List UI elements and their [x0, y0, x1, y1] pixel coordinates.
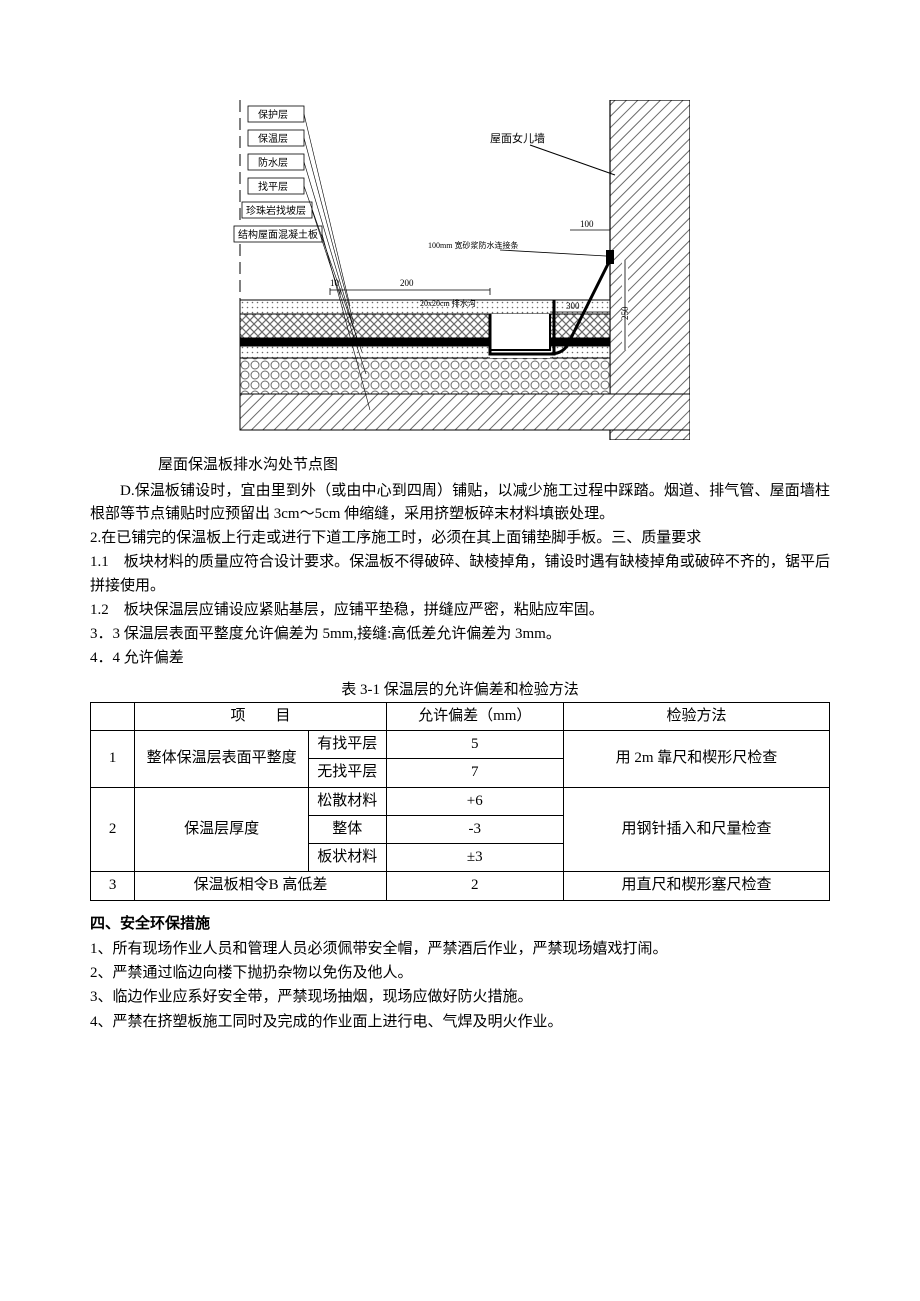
svg-text:200: 200 — [400, 278, 414, 288]
svg-text:保温层: 保温层 — [258, 132, 288, 145]
svg-text:100mm 宽砂浆防水连接条: 100mm 宽砂浆防水连接条 — [428, 240, 518, 250]
diagram-caption: 屋面保温板排水沟处节点图 — [158, 454, 830, 477]
svg-text:100: 100 — [580, 219, 594, 229]
tolerance-table: 项 目 允许偏差（mm） 检验方法 1 整体保温层表面平整度 有找平层 5 用 … — [90, 702, 830, 901]
safety-item-2: 2、严禁通过临边向楼下抛扔杂物以免伤及他人。 — [90, 962, 830, 985]
diagram-container: 屋面女儿墙 100mm 宽砂浆 — [90, 100, 830, 448]
col-tolerance: 允许偏差（mm） — [386, 702, 563, 730]
insulation-drainage-detail-diagram: 屋面女儿墙 100mm 宽砂浆 — [230, 100, 690, 440]
paragraph-3-3: 3．3 保温层表面平整度允许偏差为 5mm,接缝:高低差允许偏差为 3mm。 — [90, 623, 830, 646]
paragraph-1-2: 1.2 板块保温层应铺设应紧贴基层，应铺平垫稳，拼缝应严密，粘贴应牢固。 — [90, 599, 830, 622]
svg-text:防水层: 防水层 — [258, 156, 288, 169]
paragraph-4-4: 4．4 允许偏差 — [90, 647, 830, 670]
document-page: 屋面女儿墙 100mm 宽砂浆 — [0, 0, 920, 1301]
section-4-head: 四、安全环保措施 — [90, 913, 830, 936]
col-method: 检验方法 — [563, 702, 829, 730]
svg-text:250: 250 — [620, 306, 630, 320]
table-row: 2 保温层厚度 松散材料 +6 用钢针插入和尺量检查 — [91, 787, 830, 815]
table-row: 1 整体保温层表面平整度 有找平层 5 用 2m 靠尺和楔形尺检查 — [91, 731, 830, 759]
paragraph-1-1: 1.1 板块材料的质量应符合设计要求。保温板不得破碎、缺棱掉角，铺设时遇有缺棱掉… — [90, 551, 830, 598]
svg-text:20x20cm 排水沟: 20x20cm 排水沟 — [420, 298, 476, 308]
safety-item-3: 3、临边作业应系好安全带，严禁现场抽烟，现场应做好防火措施。 — [90, 986, 830, 1009]
table-row: 3 保温板相令B 高低差 2 用直尺和楔形塞尺检查 — [91, 872, 830, 900]
paragraph-d: D.保温板铺设时，宜由里到外（或由中心到四周）铺贴，以减少施工过程中踩踏。烟道、… — [90, 480, 830, 527]
table-title: 表 3-1 保温层的允许偏差和检验方法 — [90, 679, 830, 702]
paragraph-2: 2.在已铺完的保温板上行走或进行下道工序施工时，必须在其上面铺垫脚手板。三、质量… — [90, 527, 830, 550]
table-header-row: 项 目 允许偏差（mm） 检验方法 — [91, 702, 830, 730]
svg-text:找平层: 找平层 — [258, 180, 288, 193]
callout-parapet: 屋面女儿墙 — [490, 131, 545, 145]
safety-item-1: 1、所有现场作业人员和管理人员必须佩带安全帽，严禁酒后作业，严禁现场嬉戏打闹。 — [90, 938, 830, 961]
svg-text:珍珠岩找坡层: 珍珠岩找坡层 — [246, 204, 306, 217]
svg-text:结构屋面混凝土板: 结构屋面混凝土板 — [238, 228, 318, 241]
svg-text:300: 300 — [566, 301, 580, 311]
svg-text:保护层: 保护层 — [258, 108, 288, 121]
col-item: 项 目 — [135, 702, 386, 730]
safety-item-4: 4、严禁在挤塑板施工同时及完成的作业面上进行电、气焊及明火作业。 — [90, 1011, 830, 1034]
